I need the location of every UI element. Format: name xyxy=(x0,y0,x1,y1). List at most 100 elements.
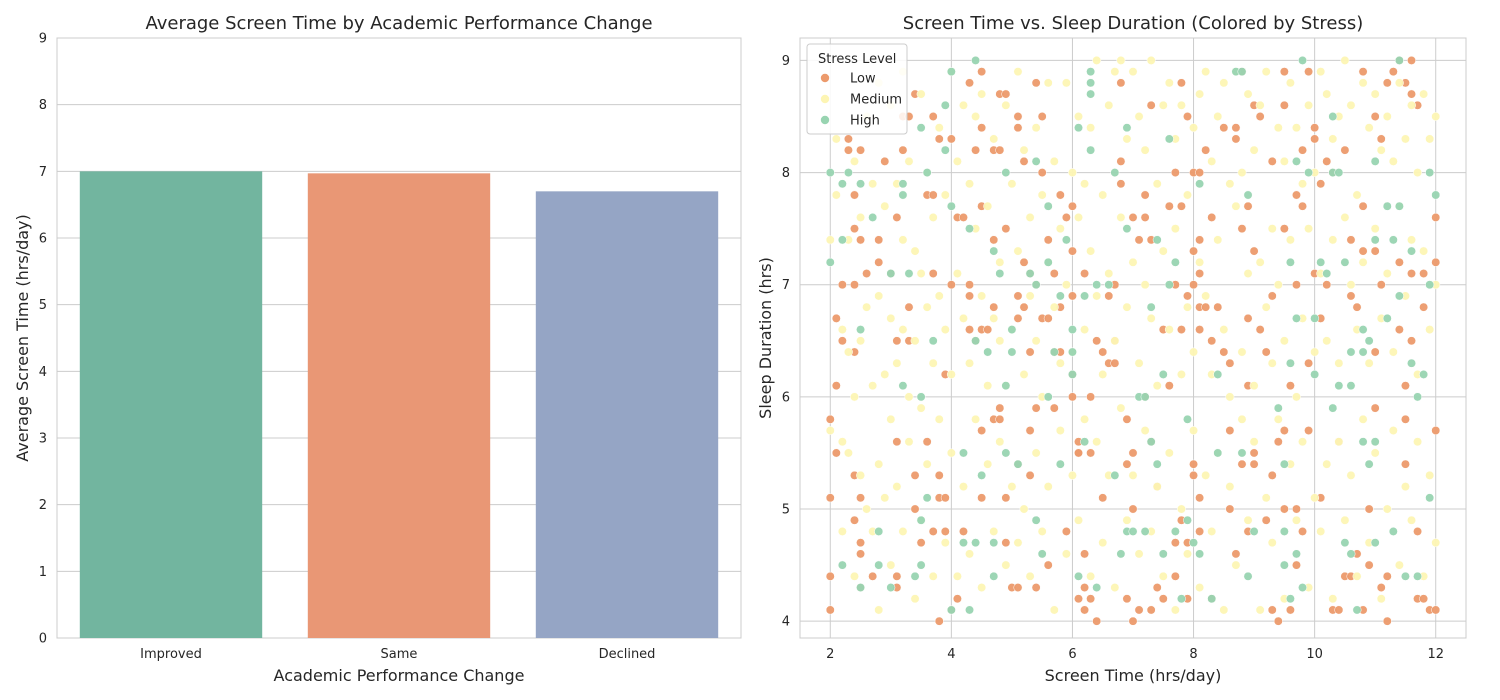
legend-label: High xyxy=(850,114,880,129)
scatter-point xyxy=(1394,78,1404,88)
scatter-point xyxy=(910,246,920,256)
scatter-point xyxy=(1255,100,1265,110)
scatter-point xyxy=(856,179,865,189)
scatter-point xyxy=(1140,392,1150,402)
scatter-point xyxy=(1304,224,1314,234)
scatter-point xyxy=(1068,470,1077,480)
scatter-point xyxy=(1376,583,1386,592)
scatter-point xyxy=(1237,168,1247,178)
scatter-point xyxy=(1086,594,1096,604)
scatter-point xyxy=(1189,280,1198,290)
scatter-point xyxy=(1394,201,1404,211)
scatter-point xyxy=(1170,168,1180,178)
scatter-point xyxy=(856,336,865,346)
scatter-point xyxy=(868,179,878,189)
scatter-point xyxy=(910,571,920,581)
scatter-point xyxy=(1176,594,1186,604)
scatter-point xyxy=(1364,358,1374,368)
scatter-point xyxy=(1068,291,1077,301)
scatter-point xyxy=(1407,336,1416,346)
scatter-point xyxy=(952,594,962,604)
scatter-point xyxy=(898,145,908,155)
scatter-point xyxy=(1037,527,1047,536)
scatter-point xyxy=(1364,336,1374,346)
scatter-point xyxy=(837,336,847,346)
scatter-point xyxy=(1080,605,1090,615)
scatter-point xyxy=(1128,504,1138,514)
scatter-point xyxy=(856,538,865,548)
scatter-point xyxy=(965,280,974,290)
scatter-point xyxy=(868,381,878,391)
scatter-point xyxy=(1298,145,1307,155)
scatter-point xyxy=(1122,515,1132,525)
scatter-point xyxy=(1207,156,1217,166)
scatter-point xyxy=(1255,605,1265,615)
scatter-point xyxy=(922,437,932,447)
scatter-point xyxy=(1025,291,1035,301)
legend-box xyxy=(806,43,908,135)
scatter-point xyxy=(977,89,987,99)
scatter-point xyxy=(874,527,884,536)
scatter-point xyxy=(1352,605,1362,615)
scatter-point xyxy=(1328,134,1338,144)
scatter-point xyxy=(862,302,872,312)
scatter-point xyxy=(1195,493,1205,503)
scatter-point xyxy=(1049,156,1059,166)
scatter-point xyxy=(1225,426,1235,435)
scatter-point xyxy=(1346,291,1356,301)
scatter-point xyxy=(1013,313,1023,323)
scatter-point xyxy=(843,168,853,178)
scatter-point xyxy=(934,470,944,480)
scatter-point xyxy=(916,403,926,413)
scatter-point xyxy=(1068,246,1077,256)
scatter-point xyxy=(916,123,926,133)
scatter-point xyxy=(874,235,884,245)
scatter-point xyxy=(977,123,987,133)
scatter-point xyxy=(1407,235,1416,245)
scatter-point xyxy=(977,291,987,301)
scatter-point xyxy=(1316,179,1326,189)
scatter-point xyxy=(965,78,974,88)
scatter-point xyxy=(1370,347,1380,357)
scatter-point xyxy=(1013,67,1023,77)
scatter-point xyxy=(1146,437,1156,447)
scatter-point xyxy=(1140,527,1150,536)
scatter-point xyxy=(825,235,835,245)
scatter-point xyxy=(1304,100,1314,110)
scatter-point xyxy=(1358,246,1368,256)
scatter-point xyxy=(983,459,993,469)
scatter-point xyxy=(1279,426,1289,435)
scatter-point xyxy=(1340,257,1350,267)
scatter-point xyxy=(1195,527,1205,536)
scatter-point xyxy=(1074,515,1083,525)
scatter-point xyxy=(1013,459,1023,469)
scatter-point xyxy=(1419,594,1429,604)
scatter-point xyxy=(1407,269,1416,278)
legend-marker xyxy=(820,115,830,125)
scatter-point xyxy=(880,201,890,211)
scatter-points xyxy=(825,55,1441,626)
scatter-point xyxy=(1219,78,1229,88)
scatter-point xyxy=(1231,123,1241,133)
scatter-point xyxy=(1322,280,1332,290)
scatter-point xyxy=(1425,168,1435,178)
scatter-point xyxy=(1413,168,1423,178)
scatter-point xyxy=(959,448,968,458)
scatter-point xyxy=(1195,549,1205,559)
scatter-point xyxy=(1116,78,1126,88)
scatter-point xyxy=(1128,448,1138,458)
scatter-point xyxy=(1267,358,1277,368)
scatter-point xyxy=(1388,156,1398,166)
scatter-point xyxy=(1152,482,1162,492)
scatter-point xyxy=(1134,358,1144,368)
scatter-point xyxy=(1401,414,1410,424)
scatter-point xyxy=(946,134,956,144)
scatter-point xyxy=(1279,560,1289,570)
bar-x-ticks: Improved Same Declined xyxy=(140,647,655,662)
scatter-point xyxy=(1231,134,1241,144)
scatter-point xyxy=(1207,527,1217,536)
scatter-point xyxy=(1080,291,1090,301)
scatter-point xyxy=(1146,313,1156,323)
scatter-point xyxy=(1146,100,1156,110)
scatter-point xyxy=(1225,358,1235,368)
